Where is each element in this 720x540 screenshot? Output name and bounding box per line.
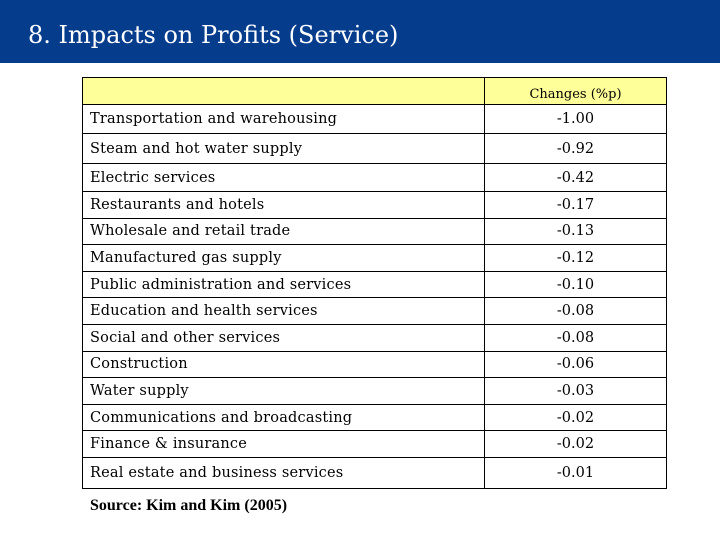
sector-cell: Social and other services [82, 323, 485, 352]
table-row: Water supply -0.03 [82, 377, 667, 405]
sector-cell: Steam and hot water supply [82, 133, 485, 164]
sector-cell: Public administration and services [82, 270, 485, 299]
change-value-cell: -0.02 [484, 403, 667, 432]
table-row: Education and health services -0.08 [82, 297, 667, 325]
table-row: Restaurants and hotels -0.17 [82, 191, 667, 219]
change-value-cell: -0.06 [484, 350, 667, 379]
sector-cell: Water supply [82, 377, 485, 405]
table-row: Transportation and warehousing -1.00 [82, 104, 667, 134]
header-blank-cell [82, 77, 485, 105]
sector-cell: Wholesale and retail trade [82, 217, 485, 246]
sector-cell: Real estate and business services [82, 456, 485, 489]
table-body: Transportation and warehousing -1.00 Steam… [82, 104, 667, 489]
title-bar: 8. Impacts on Profits (Service) [0, 0, 720, 63]
change-value-cell: -0.42 [484, 163, 667, 192]
change-value-cell: -0.13 [484, 217, 667, 246]
table-row: Construction -0.06 [82, 350, 667, 379]
sector-cell: Manufactured gas supply [82, 244, 485, 272]
change-value-cell: -0.01 [484, 456, 667, 489]
change-value-cell: -0.02 [484, 430, 667, 458]
change-value-cell: -0.92 [484, 133, 667, 164]
change-value-cell: -0.17 [484, 191, 667, 219]
change-value-cell: -0.08 [484, 297, 667, 325]
sector-cell: Construction [82, 350, 485, 379]
sector-cell: Finance & insurance [82, 430, 485, 458]
source-note: Source: Kim and Kim (2005) [90, 497, 288, 514]
table-row: Social and other services -0.08 [82, 323, 667, 352]
sector-cell: Transportation and warehousing [82, 104, 485, 134]
profit-impact-table-container: Changes (%p) Transportation and warehous… [82, 77, 667, 489]
table-row: Wholesale and retail trade -0.13 [82, 217, 667, 246]
profit-impact-table: Changes (%p) Transportation and warehous… [82, 77, 667, 489]
table-row: Electric services -0.42 [82, 163, 667, 192]
table-row: Communications and broadcasting -0.02 [82, 403, 667, 432]
table-row: Finance & insurance -0.02 [82, 430, 667, 458]
table-row: Public administration and services -0.10 [82, 270, 667, 299]
table-row: Steam and hot water supply -0.92 [82, 133, 667, 164]
change-value-cell: -0.08 [484, 323, 667, 352]
sector-cell: Communications and broadcasting [82, 403, 485, 432]
change-value-cell: -0.10 [484, 270, 667, 299]
sector-cell: Restaurants and hotels [82, 191, 485, 219]
changes-column-header: Changes (%p) [484, 77, 667, 105]
sector-cell: Education and health services [82, 297, 485, 325]
change-value-cell: -0.03 [484, 377, 667, 405]
change-value-cell: -1.00 [484, 104, 667, 134]
change-value-cell: -0.12 [484, 244, 667, 272]
table-header-row: Changes (%p) [82, 77, 667, 105]
table-row: Manufactured gas supply -0.12 [82, 244, 667, 272]
page-title: 8. Impacts on Profits (Service) [28, 21, 399, 49]
table-row: Real estate and business services -0.01 [82, 456, 667, 489]
sector-cell: Electric services [82, 163, 485, 192]
